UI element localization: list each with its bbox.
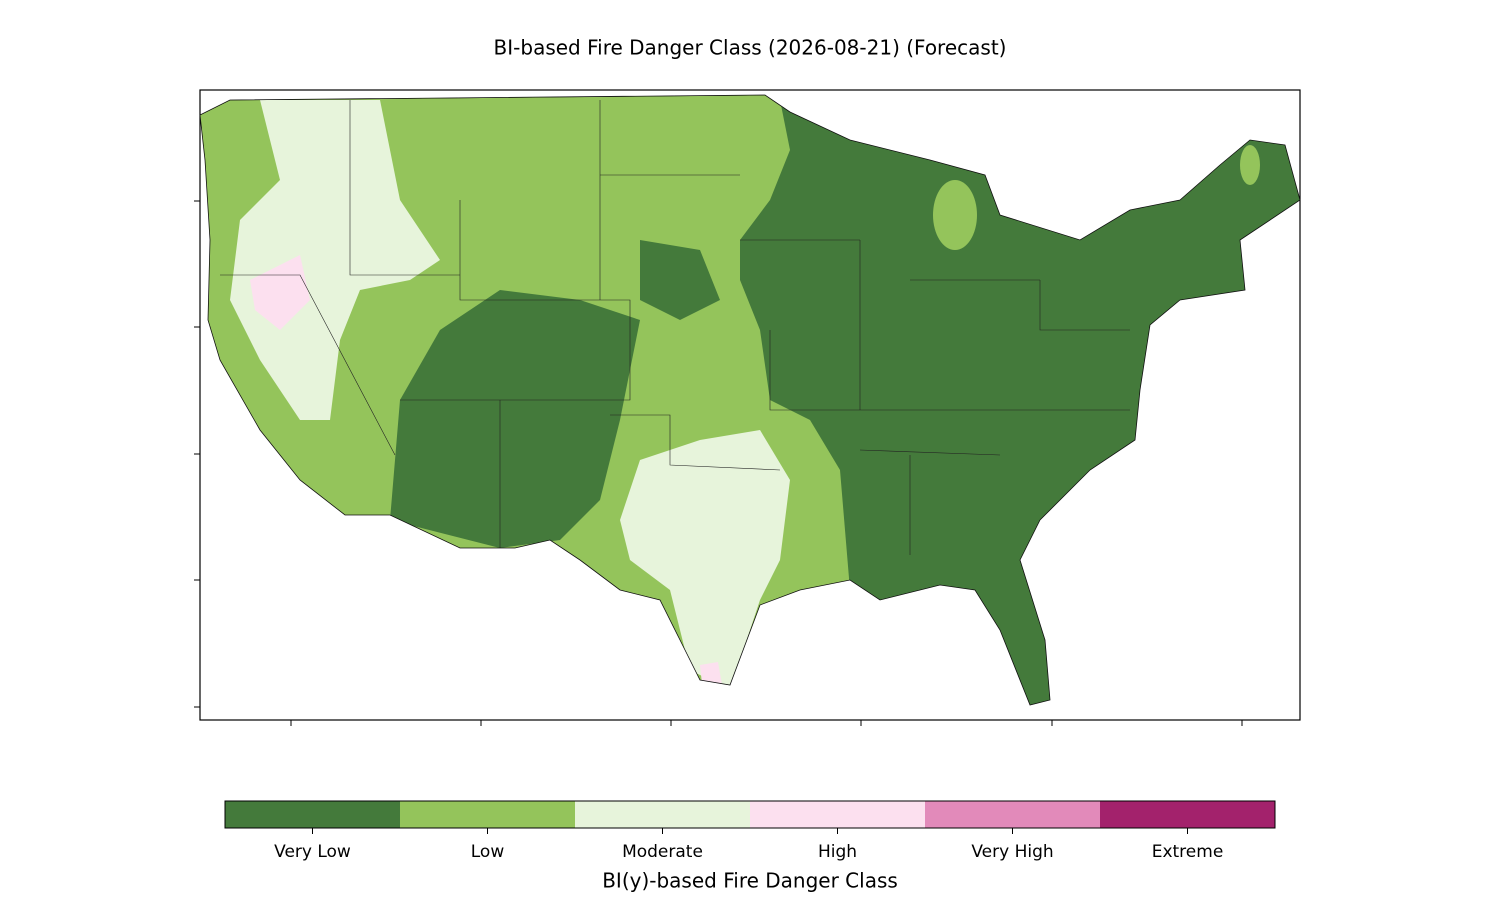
colorbar-segment [925, 801, 1100, 828]
colorbar-segment [575, 801, 750, 828]
region [1240, 145, 1260, 185]
region [700, 662, 722, 685]
map [200, 95, 1300, 705]
colorbar-frame [224, 800, 1276, 829]
region [390, 290, 640, 548]
map-title: BI-based Fire Danger Class (2026-08-21) … [494, 36, 1007, 60]
colorbar-class-label: Very Low [274, 842, 351, 862]
colorbar-segment [225, 801, 400, 828]
colorbar-class-label: Low [471, 842, 505, 862]
colorbar-segment [1100, 801, 1275, 828]
axis-ticks [194, 200, 1243, 726]
region [620, 430, 790, 690]
region [250, 255, 310, 330]
region [230, 100, 440, 420]
colorbar-class-label: Very High [971, 842, 1053, 862]
colorbar-class-label: Extreme [1152, 842, 1224, 862]
region [933, 180, 977, 250]
colorbar-class-label: Moderate [622, 842, 703, 862]
colorbar-segment [750, 801, 925, 828]
colorbar-label: BI(y)-based Fire Danger Class [602, 869, 898, 893]
region [640, 240, 720, 320]
colorbar-segment [400, 801, 575, 828]
colorbar-class-label: High [818, 842, 857, 862]
map-frame [199, 89, 1301, 721]
colorbar: Very Low Low Moderate High Very High Extreme [224, 800, 1276, 862]
